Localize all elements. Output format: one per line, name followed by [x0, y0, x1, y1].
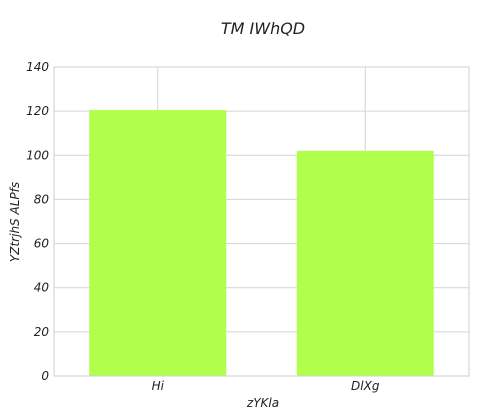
y-tick-label: 20 [34, 325, 50, 339]
y-axis-label: YZtrjhS ALPfs [8, 182, 22, 262]
y-tick-label: 0 [41, 369, 49, 383]
y-tick-label: 40 [34, 281, 50, 295]
bar-DlXg [296, 150, 434, 376]
y-tick-label: 140 [26, 60, 49, 74]
plot-frame [53, 66, 470, 377]
y-axis-ticks: 0 20 40 60 80 100 120 140 [26, 60, 49, 383]
bars [89, 110, 434, 377]
x-tick-label: Hi [152, 379, 165, 393]
y-tick-label: 60 [34, 237, 50, 251]
x-tick-label: DlXg [351, 379, 380, 393]
y-tick-label: 80 [34, 192, 50, 206]
x-axis-label: zYKla [246, 396, 279, 410]
x-axis-ticks: Hi DlXg [152, 379, 380, 393]
chart-title: TM IWhQD [221, 19, 305, 38]
y-tick-label: 120 [26, 104, 49, 118]
bar-Hi [89, 110, 227, 377]
y-tick-label: 100 [26, 148, 49, 162]
